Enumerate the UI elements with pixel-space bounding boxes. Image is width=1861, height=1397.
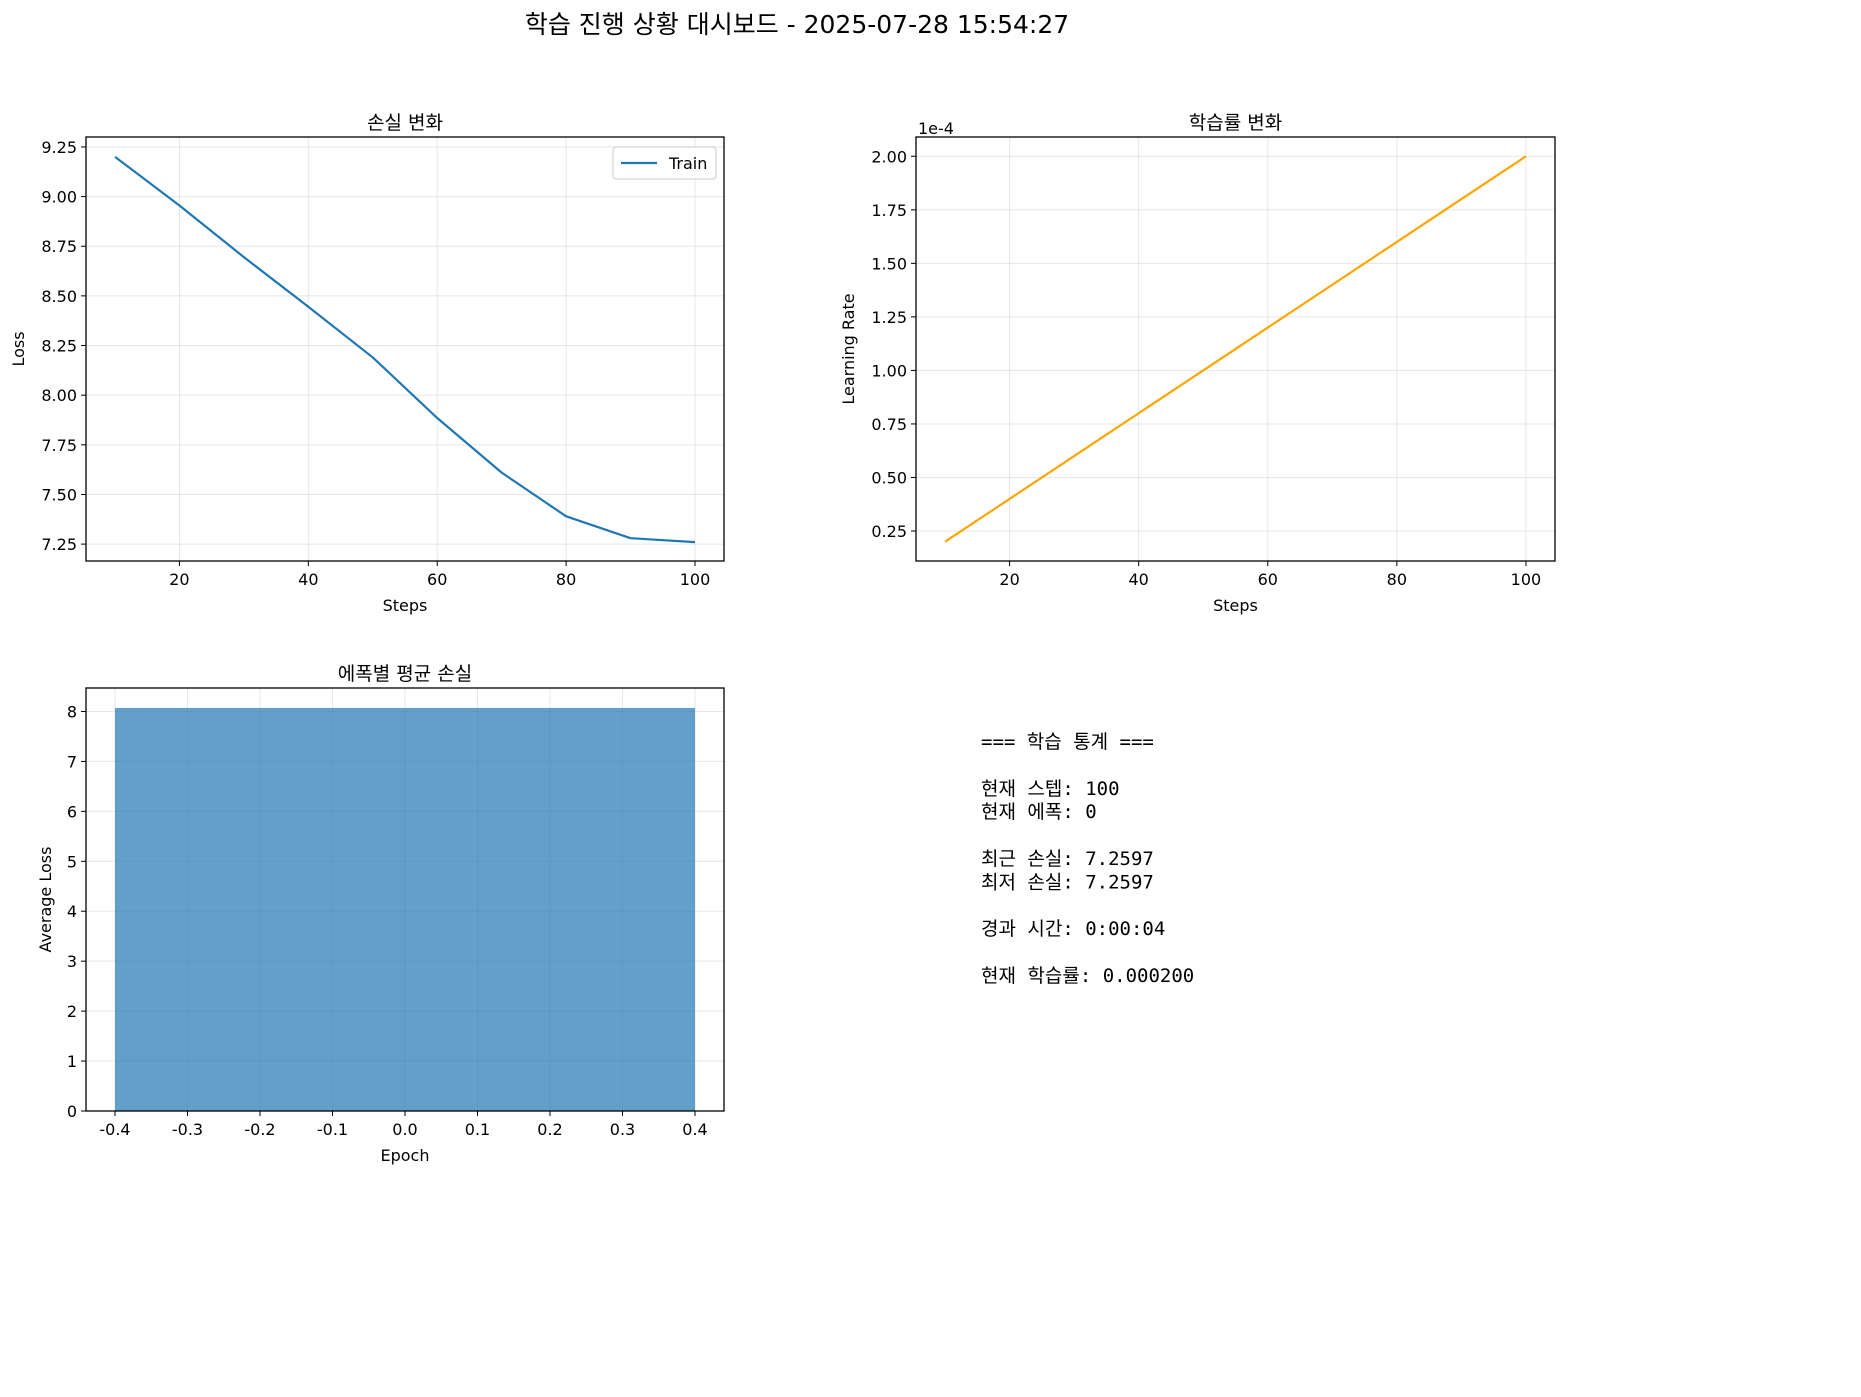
loss-chart: 20 40 60 80 100 7.25 7.50 7.75 8.00 8.25 8.50 8.75 9…	[9, 112, 725, 615]
y-tick-label: 6	[67, 802, 77, 821]
x-tick-label: 60	[427, 570, 447, 589]
series-line	[944, 155, 1527, 543]
x-tick-label: 0.2	[537, 1120, 562, 1139]
x-tick-label: 40	[1129, 570, 1149, 589]
x-tick-label: 0.1	[465, 1120, 490, 1139]
chart-title: 손실 변화	[367, 112, 443, 134]
y-tick-label: 1	[67, 1052, 77, 1071]
x-axis-label: Steps	[1213, 596, 1258, 615]
y-tick-label: 7.50	[41, 485, 77, 504]
dashboard-figure: 학습 진행 상황 대시보드 - 2025-07-28 15:54:27 20 40…	[9, 10, 1556, 1165]
y-tick-label: 0.25	[871, 522, 907, 541]
x-tick-label: -0.2	[244, 1120, 275, 1139]
series-line	[114, 155, 696, 544]
y-axis-label: Loss	[9, 331, 28, 366]
stats-line: === 학습 통계 ===	[981, 731, 1154, 753]
y-tick-label: 0.75	[871, 415, 907, 434]
y-offset-label: 1e-4	[918, 119, 954, 138]
y-tick-label: 5	[67, 852, 77, 871]
x-tick-label: 0.0	[392, 1120, 417, 1139]
y-tick-label: 7	[67, 752, 77, 771]
stats-line: 현재 에폭: 0	[981, 801, 1097, 823]
y-tick-label: 3	[67, 952, 77, 971]
x-tick-label: 0.3	[610, 1120, 635, 1139]
stats-line: 최저 손실: 7.2597	[981, 871, 1154, 893]
chart-title: 학습률 변화	[1189, 112, 1282, 134]
y-tick-label: 2.00	[871, 147, 907, 166]
x-tick-label: 20	[169, 570, 189, 589]
learning-rate-chart: 20 40 60 80 100 0.25 0.50 0.75 1.00 1.25 1.50 1.75 2…	[839, 112, 1556, 615]
x-tick-label: 60	[1258, 570, 1278, 589]
x-tick-label: 80	[556, 570, 576, 589]
x-tick-label: 80	[1387, 570, 1407, 589]
y-tick-label: 4	[67, 902, 77, 921]
x-tick-label: 40	[298, 570, 318, 589]
x-tick-label: 100	[680, 570, 711, 589]
y-tick-label: 8	[67, 702, 77, 721]
y-tick-label: 8.50	[41, 287, 77, 306]
y-tick-label: 7.75	[41, 436, 77, 455]
y-tick-label: 8.25	[41, 337, 77, 356]
bar	[115, 707, 695, 1111]
x-tick-label: 100	[1511, 570, 1542, 589]
y-tick-label: 1.50	[871, 254, 907, 273]
legend-box	[612, 146, 717, 180]
legend: Train	[612, 146, 717, 180]
stats-line: 현재 스텝: 100	[981, 778, 1120, 800]
y-axis-label: Average Loss	[36, 847, 55, 953]
x-axis-label: Steps	[383, 596, 428, 615]
stats-line: 최근 손실: 7.2597	[981, 848, 1154, 870]
axes-frame	[915, 136, 1556, 562]
chart-title: 에폭별 평균 손실	[338, 663, 472, 685]
y-tick-label: 1.25	[871, 308, 907, 327]
x-tick-label: 20	[999, 570, 1019, 589]
y-tick-label: 9.25	[41, 138, 77, 157]
x-axis-label: Epoch	[381, 1146, 430, 1165]
axes-frame	[85, 136, 725, 562]
x-tick-label: 0.4	[682, 1120, 707, 1139]
x-tick-label: -0.4	[99, 1120, 130, 1139]
y-axis-label: Learning Rate	[839, 293, 858, 404]
stats-line: 경과 시간: 0:00:04	[981, 918, 1165, 940]
y-tick-label: 0	[67, 1102, 77, 1121]
y-tick-label: 8.00	[41, 386, 77, 405]
y-tick-label: 1.00	[871, 361, 907, 380]
y-tick-label: 0.50	[871, 468, 907, 487]
y-tick-label: 2	[67, 1002, 77, 1021]
x-tick-label: -0.3	[172, 1120, 203, 1139]
y-tick-label: 1.75	[871, 201, 907, 220]
y-tick-label: 7.25	[41, 535, 77, 554]
stats-line: 현재 학습률: 0.000200	[981, 965, 1194, 987]
y-tick-label: 9.00	[41, 188, 77, 207]
legend-label: Train	[668, 154, 707, 173]
x-tick-label: -0.1	[317, 1120, 348, 1139]
epoch-loss-chart: -0.4 -0.3 -0.2 -0.1 0.0 0.1 0.2 0.3 0.4 0 1 2 3 4 5 6 7 8…	[36, 663, 725, 1165]
y-tick-label: 8.75	[41, 237, 77, 256]
figure-suptitle: 학습 진행 상황 대시보드 - 2025-07-28 15:54:27	[525, 10, 1069, 39]
